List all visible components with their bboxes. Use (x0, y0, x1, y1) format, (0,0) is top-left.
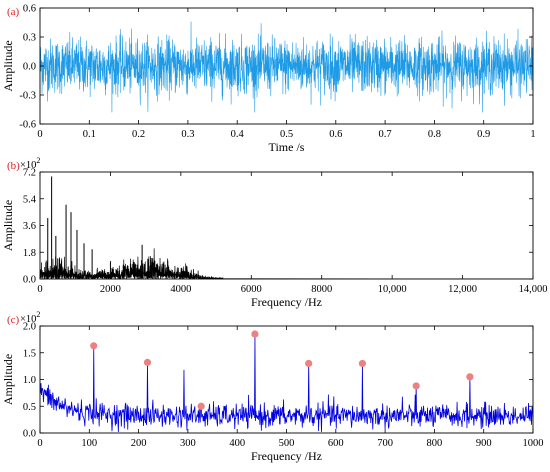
x-tick-label: 0 (37, 438, 42, 449)
x-axis-label: Frequency /Hz (251, 295, 322, 309)
x-tick-label: 10,000 (378, 284, 407, 295)
plot-area (40, 176, 533, 279)
x-axis-label: Time /s (269, 140, 305, 154)
y-tick-label: 1.5 (23, 348, 36, 359)
x-tick-label: 12,000 (448, 284, 477, 295)
y-tick-label: 0.5 (23, 402, 36, 413)
panel-label: (c) (7, 314, 20, 326)
panel-a: 0 0.1 0.2 0.3 0.4 0.5 0.6 0.7 0.8 0.9 1 -0.6 -0.3 0.0… (1, 4, 536, 155)
y-tick-label: 1.8 (23, 248, 36, 259)
peak-marker (358, 359, 367, 368)
x-tick-label: 0.6 (329, 129, 342, 140)
y-multiplier: ×102 (20, 310, 40, 325)
y-tick-label: -0.3 (19, 91, 36, 102)
peak-marker (143, 358, 152, 366)
plot-area (40, 334, 533, 432)
x-tick-label: 8000 (311, 284, 332, 295)
x-tick-label: 0.3 (181, 129, 194, 140)
x-tick-label: 0.2 (132, 129, 145, 140)
spectrum-series (40, 248, 533, 279)
x-tick-label: 0.7 (379, 129, 392, 140)
y-tick-label: 7.2 (23, 168, 36, 179)
x-tick-label: 300 (180, 438, 196, 449)
peak-marker (90, 342, 98, 350)
x-tick-label: 1 (530, 129, 535, 140)
x-tick-label: 700 (377, 438, 393, 449)
signal-series (40, 21, 533, 113)
panel-label: (b) (7, 160, 20, 172)
y-tick-label: 0.0 (23, 62, 36, 73)
peak-marker (466, 373, 474, 381)
axes-frame (39, 171, 534, 280)
x-tick-label: 900 (476, 438, 492, 449)
y-tick-label: 0.6 (23, 4, 36, 15)
x-tick-label: 6000 (241, 284, 262, 295)
y-tick-label: 5.4 (23, 194, 37, 205)
x-tick-label: 0 (37, 284, 42, 295)
plot-area (40, 21, 533, 113)
y-tick-label: 3.6 (23, 221, 36, 232)
panel-label: (a) (7, 6, 20, 18)
y-axis-label: Amplitude (1, 40, 15, 91)
x-tick-label: 0.9 (477, 129, 490, 140)
axes-frame (39, 325, 534, 434)
x-tick-label: 500 (279, 438, 295, 449)
x-tick-label: 100 (81, 438, 97, 449)
x-tick-label: 4000 (170, 284, 191, 295)
x-tick-label: 400 (229, 438, 245, 449)
x-tick-label: 2000 (100, 284, 121, 295)
x-tick-label: 0.5 (280, 129, 293, 140)
x-tick-label: 200 (131, 438, 147, 449)
x-tick-label: 14,000 (519, 284, 548, 295)
peak-marker (412, 382, 420, 390)
y-tick-label: 0.0 (23, 275, 36, 286)
panel-b: 0 2000 4000 6000 8000 10,000 12,000 14,000 0.0 1.… (1, 156, 547, 309)
y-tick-label: 0.0 (23, 429, 36, 440)
axes-frame (39, 7, 534, 125)
panel-c: 0 100 200 300 400 500 600 700 800 900 1000 0.0 0.5 1.… (1, 310, 544, 463)
x-axis-label: Frequency /Hz (251, 449, 322, 463)
x-tick-label: 800 (427, 438, 443, 449)
y-tick-label: -0.6 (19, 120, 36, 131)
x-tick-label: 1000 (523, 438, 544, 449)
x-tick-label: 0.4 (231, 129, 245, 140)
peak-marker (305, 359, 313, 368)
x-tick-label: 600 (328, 438, 344, 449)
y-axis-label: Amplitude (1, 354, 15, 405)
y-tick-label: 2.0 (23, 322, 36, 333)
x-tick-label: 0.1 (83, 129, 96, 140)
envelope-series (40, 334, 533, 432)
y-axis-label: Amplitude (1, 200, 15, 251)
y-multiplier: ×102 (20, 156, 40, 171)
y-tick-label: 0.3 (23, 33, 36, 44)
x-tick-label: 0.8 (428, 129, 441, 140)
y-tick-label: 1.0 (23, 375, 36, 386)
peak-marker (197, 402, 205, 410)
peak-marker (251, 330, 259, 338)
x-tick-label: 0 (37, 129, 42, 140)
